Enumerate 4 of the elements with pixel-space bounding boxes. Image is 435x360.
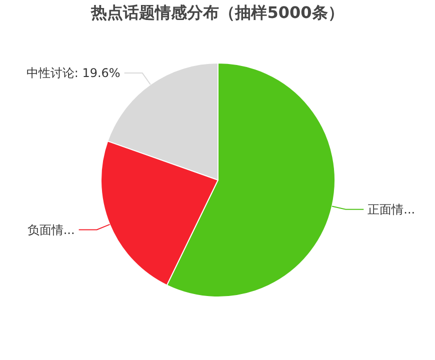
slice-label: 中性讨论: 19.6%: [26, 66, 120, 80]
slice-label: 负面情...: [27, 222, 75, 237]
slice-label: 正面情...: [368, 202, 416, 216]
chart-title: 热点话题情感分布（抽样5000条）: [90, 3, 344, 22]
